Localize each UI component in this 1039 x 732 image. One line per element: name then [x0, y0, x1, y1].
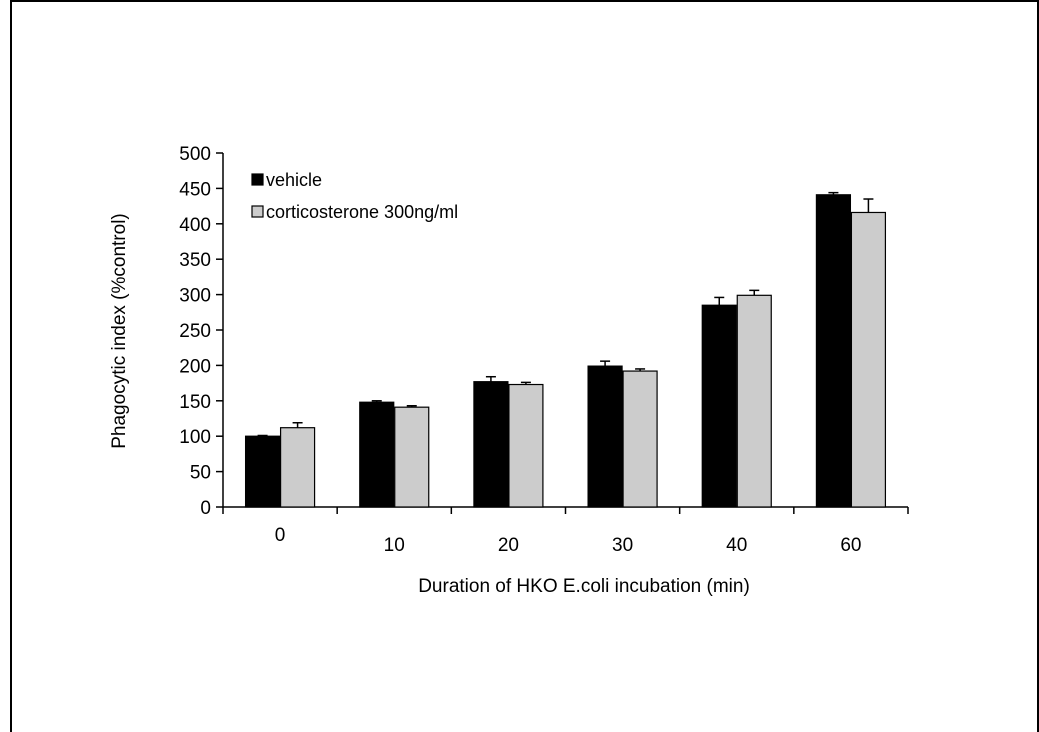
bar [473, 381, 509, 508]
bar [508, 383, 544, 508]
x-axis-label: Duration of HKO E.coli incubation (min) [418, 576, 750, 597]
y-tick-label: 100 [179, 427, 211, 448]
y-axis: 0 50 100 150 200 250 300 350 400 450 500 [179, 144, 224, 519]
y-tick-label: 200 [179, 356, 211, 377]
legend-label: vehicle [266, 170, 322, 190]
bars-group [244, 191, 887, 508]
bar [394, 406, 430, 508]
bar [244, 435, 281, 508]
legend-swatch [251, 205, 264, 218]
x-tick-label: 60 [840, 535, 861, 556]
y-tick-label: 300 [179, 286, 211, 307]
x-axis: 0 10 20 30 40 60 [222, 506, 909, 556]
y-tick-label: 150 [179, 392, 211, 413]
x-tick-label: 40 [726, 535, 747, 556]
bar [701, 304, 737, 508]
bar [850, 211, 887, 508]
x-tick-label: 20 [498, 535, 519, 556]
bar [736, 294, 772, 508]
y-tick-label: 250 [179, 321, 211, 342]
x-tick-label: 30 [612, 535, 633, 556]
y-axis-label: Phagocytic index (%control) [109, 213, 130, 449]
bar [815, 194, 852, 508]
bar [622, 370, 658, 508]
y-tick-label: 0 [200, 498, 211, 519]
legend-swatch [251, 173, 264, 186]
bar [279, 427, 316, 508]
y-tick-label: 450 [179, 179, 211, 200]
bar [359, 401, 395, 508]
bar [587, 365, 623, 508]
x-tick-label: 10 [384, 535, 405, 556]
y-tick-label: 400 [179, 215, 211, 236]
y-tick-label: 350 [179, 250, 211, 271]
y-tick-label: 500 [179, 144, 211, 165]
x-tick-label: 0 [275, 525, 286, 546]
y-tick-label: 50 [190, 463, 211, 484]
legend-label: corticosterone 300ng/ml [266, 202, 458, 222]
legend: vehicle corticosterone 300ng/ml [251, 170, 458, 222]
